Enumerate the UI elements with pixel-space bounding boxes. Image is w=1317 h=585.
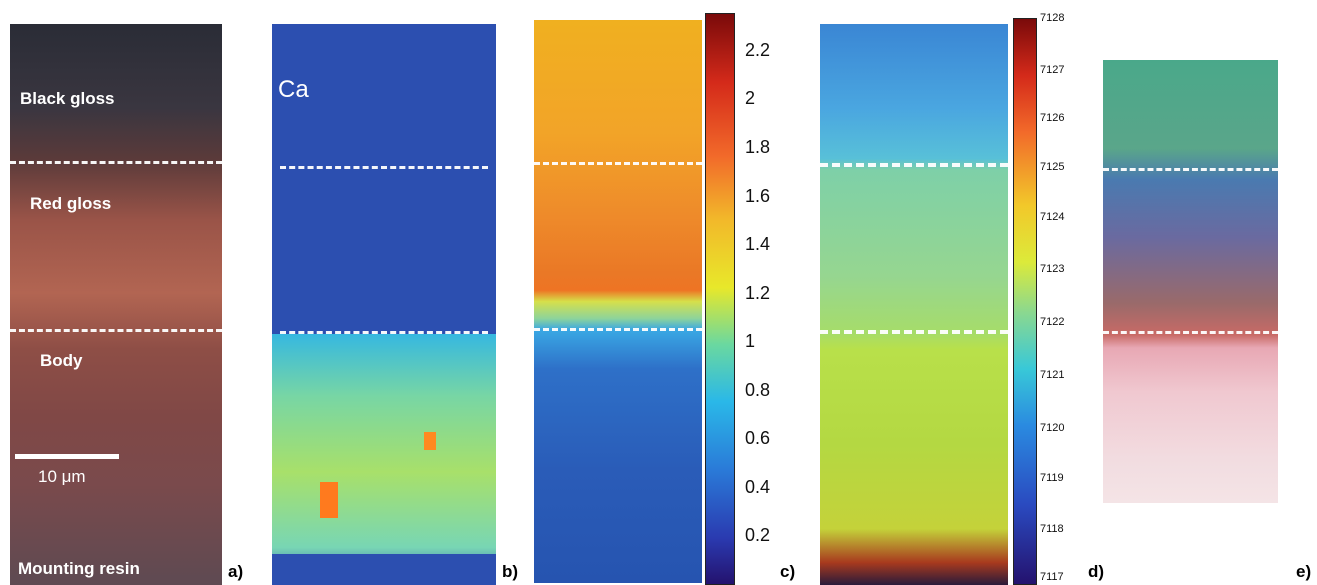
label-black-gloss: Black gloss <box>20 89 115 108</box>
boundary-line <box>280 166 488 169</box>
colorbar-c-tick: 2 <box>745 88 756 108</box>
colorbar-c-tick: 1.6 <box>745 186 771 206</box>
colorbar-c-tick: 1.2 <box>745 283 771 303</box>
colorbar-d-tick: 7117 <box>1040 571 1064 583</box>
colorbar-c-tick: 0.8 <box>745 380 771 400</box>
colorbar-c-tick: 0.2 <box>745 525 771 545</box>
panel-d-map <box>820 24 1008 585</box>
colorbar-d-tick: 7125 <box>1040 161 1065 173</box>
colorbar-d-tick: 7121 <box>1040 369 1065 381</box>
boundary-line <box>820 330 1008 334</box>
panel-letter-c: c) <box>780 562 796 581</box>
boundary-line <box>534 162 702 165</box>
scale-bar <box>15 454 119 459</box>
colorbar-d-tick: 7118 <box>1040 523 1064 535</box>
colorbar-d-tick: 7128 <box>1040 12 1065 24</box>
boundary-line <box>280 331 488 334</box>
colorbar-d-tick: 7127 <box>1040 64 1065 76</box>
colorbar-c <box>705 13 735 585</box>
panel-c-map <box>534 20 702 583</box>
scale-bar-label: 10 μm <box>38 467 86 486</box>
colorbar-d-tick: 7126 <box>1040 112 1065 124</box>
boundary-line <box>1103 168 1278 171</box>
panel-letter-e: e) <box>1296 562 1312 581</box>
colorbar-d-tick: 7120 <box>1040 422 1065 434</box>
panel-letter-b: b) <box>502 562 519 581</box>
boundary-line <box>10 161 222 164</box>
colorbar-c-tick: 2.2 <box>745 40 771 60</box>
colorbar-d-tick: 7122 <box>1040 316 1065 328</box>
calcium-hotspot <box>424 432 436 450</box>
colorbar-c-tick: 1.8 <box>745 137 771 157</box>
colorbar-c-tick: 0.6 <box>745 428 771 448</box>
label-mounting-resin: Mounting resin <box>18 559 140 578</box>
boundary-line <box>534 328 702 331</box>
colorbar-d-tick: 7119 <box>1040 472 1064 484</box>
label-body: Body <box>40 351 83 370</box>
colorbar-c-tick: 1.4 <box>745 234 771 254</box>
calcium-hotspot <box>320 482 338 518</box>
colorbar-d-tick: 7124 <box>1040 211 1065 223</box>
colorbar-d <box>1013 18 1037 585</box>
boundary-line <box>10 329 222 332</box>
calcium-region-body <box>272 334 496 585</box>
colorbar-c-tick: 0.4 <box>745 477 771 497</box>
panel-letter-a: a) <box>228 562 244 581</box>
boundary-line <box>820 163 1008 167</box>
colorbar-d-tick: 7123 <box>1040 263 1065 275</box>
label-red-gloss: Red gloss <box>30 194 112 213</box>
boundary-line <box>1103 331 1278 334</box>
panel-a-micrograph: Black gloss Red gloss Body 10 μm Mountin… <box>10 24 222 585</box>
element-label-ca: Ca <box>278 76 309 103</box>
panel-letter-d: d) <box>1088 562 1105 581</box>
panel-b-calcium-map: Ca <box>272 24 496 585</box>
panel-e-composite-map <box>1103 60 1278 503</box>
colorbar-c-tick: 1 <box>745 331 756 351</box>
calcium-low-region <box>272 554 496 585</box>
